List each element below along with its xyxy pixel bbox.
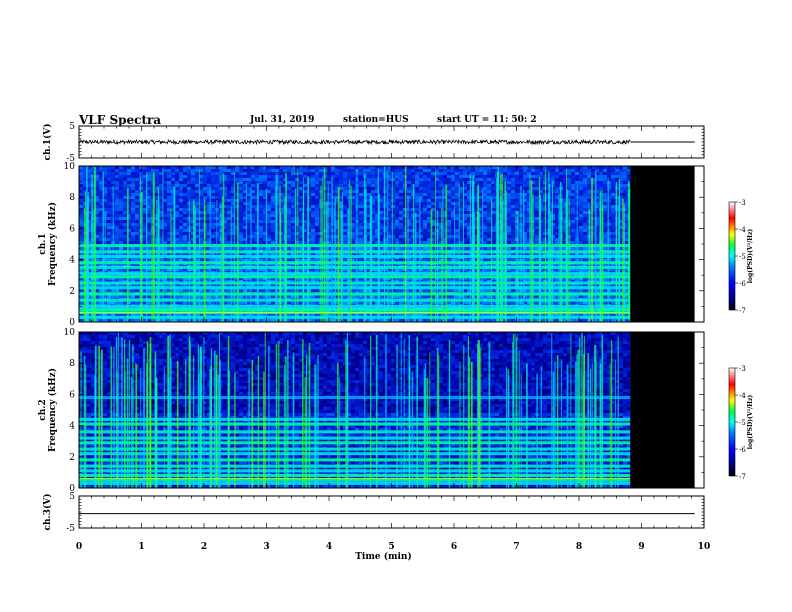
- ch1-spectrogram-colorbar-tick-label: -7: [739, 307, 746, 315]
- ch1-spectrogram-band: [79, 292, 631, 296]
- ch2-spectrogram-colorbar-tick-label: -6: [739, 446, 746, 454]
- ch3-waveform-ytick-label: -5: [66, 524, 75, 534]
- x-tick-label: 6: [451, 542, 457, 552]
- ch2-spectrogram-ytick-label: 4: [69, 422, 75, 432]
- ch1-spectrogram-ytick-label: 2: [69, 287, 75, 297]
- x-tick-label: 5: [388, 542, 394, 552]
- ch1-spectrogram-texture: [79, 166, 631, 322]
- ch1-spectrogram-band: [79, 308, 631, 312]
- ch2-spectrogram-colorbar-tick-label: -7: [739, 473, 746, 481]
- ch1-spectrogram-no-data: [630, 166, 695, 322]
- ch1-waveform-ylabel: ch.1(V): [42, 124, 53, 161]
- ch2-spectrogram-band: [79, 458, 631, 462]
- ch2-spectrogram-band: [79, 417, 631, 421]
- ch2-spectrogram-band: [79, 464, 631, 468]
- ch1-spectrogram-ytick-label: 6: [69, 224, 75, 234]
- ch2-spectrogram-ytick-label: 6: [69, 390, 75, 400]
- ch1-spectrogram-band: [79, 281, 631, 285]
- ch2-spectrogram-band: [79, 441, 631, 445]
- ch1-spectrogram-band: [79, 304, 631, 308]
- ch1-spectrogram-colorbar-tick-label: -6: [739, 280, 746, 288]
- ch1-spectrogram-colorbar-tick-label: -4: [739, 226, 746, 234]
- ch1-spectrogram-colorbar: -3 -4 -5 -6 -7 log(PSD)(V²/Hz): [728, 199, 754, 315]
- ch1-spectrogram-ytick-label: 4: [69, 256, 75, 266]
- ch1-spectrogram-band: [79, 244, 631, 248]
- ch3-waveform-panel: 5 -5 ch.3(V) 0 1 2 3 4 5 6 7 8 9 10 Time (min): [42, 492, 710, 562]
- ch2-spectrogram-band: [79, 422, 631, 426]
- ch1-waveform-ytick-label: -5: [66, 154, 75, 164]
- ch1-spectrogram-colorbar-tick-label: -5: [739, 253, 746, 261]
- x-tick-label: 3: [263, 542, 269, 552]
- ch1-waveform-ytick-label: 5: [69, 122, 75, 132]
- ch1-spectrogram-band: [79, 315, 631, 319]
- ch2-spectrogram-ytick-label: 8: [69, 359, 75, 369]
- ch1-spectrogram-colorbar-scale: [728, 201, 736, 311]
- x-tick-label: 10: [698, 542, 711, 552]
- x-tick-label: 2: [201, 542, 207, 552]
- station-label: station=HUS: [343, 115, 409, 125]
- ch3-waveform-ylabel: ch.3(V): [42, 494, 53, 531]
- x-axis-label: Time (min): [355, 551, 412, 562]
- ch2-spectrogram-ylabel: Frequency (kHz): [47, 368, 58, 452]
- x-tick-label: 9: [638, 542, 644, 552]
- ch1-spectrogram-ylabel: ch.1: [38, 233, 48, 254]
- ch2-spectrogram-colorbar-tick-label: -3: [739, 365, 746, 373]
- ch1-waveform-trace: [78, 138, 631, 146]
- ch2-spectrogram-panel: 0 2 4 6 8 10 ch.2 Frequency (kHz) -3 -4 -5 -6 -7 log(…: [38, 328, 754, 494]
- ch2-spectrogram-colorbar-tick-label: -5: [739, 419, 746, 427]
- ch1-spectrogram-ytick-label: 8: [69, 193, 75, 203]
- ch2-spectrogram-band: [79, 452, 631, 456]
- ch2-spectrogram-band: [79, 430, 631, 434]
- ch1-spectrogram-band: [79, 265, 631, 269]
- ch2-spectrogram-ytick-label: 0: [69, 484, 75, 494]
- ch1-spectrogram-colorbar-label: log(PSD)(V²/Hz): [747, 229, 754, 284]
- ch1-spectrogram-colorbar-tick-label: -3: [739, 199, 746, 207]
- ch1-spectrogram-band: [79, 286, 631, 290]
- ch2-spectrogram-colorbar-label: log(PSD)(V²/Hz): [747, 395, 754, 450]
- ch1-waveform-panel: 5 -5 ch.1(V): [42, 122, 705, 164]
- ch1-spectrogram-ytick-label: 0: [69, 318, 75, 328]
- x-tick-label: 4: [326, 542, 332, 552]
- ch2-spectrogram-texture: [79, 332, 631, 488]
- ch2-spectrogram-ytick-label: 2: [69, 453, 75, 463]
- ch2-spectrogram-band: [79, 469, 631, 473]
- date-label: Jul. 31, 2019: [250, 115, 315, 125]
- start-time-label: start UT = 11: 50: 2: [437, 115, 537, 125]
- ch1-spectrogram-band: [79, 250, 631, 254]
- x-tick-label: 7: [513, 542, 519, 552]
- ch2-spectrogram-colorbar-tick-label: -4: [739, 392, 746, 400]
- ch2-spectrogram-colorbar: -3 -4 -5 -6 -7 log(PSD)(V²/Hz): [728, 365, 754, 481]
- ch2-spectrogram-band: [79, 474, 631, 478]
- ch1-spectrogram-band: [79, 275, 631, 279]
- ch3-waveform-ytick-label: 5: [69, 492, 75, 502]
- x-tick-label: 1: [138, 542, 144, 552]
- ch1-spectrogram-band: [79, 254, 631, 258]
- ch1-spectrogram-ytick-label: 10: [64, 162, 76, 172]
- ch1-spectrogram-band: [79, 261, 631, 265]
- ch2-spectrogram-band: [79, 396, 631, 400]
- x-tick-label: 8: [576, 542, 582, 552]
- ch1-spectrogram-panel: 0 2 4 6 8 10 ch.1 Frequency (kHz) -3 -4 -5 -6 -7 log(…: [38, 162, 754, 328]
- ch2-spectrogram-colorbar-scale: [728, 367, 736, 477]
- ch1-spectrogram-band: [79, 272, 631, 276]
- ch2-spectrogram-band: [79, 447, 631, 451]
- ch2-spectrogram-band: [79, 478, 631, 482]
- ch2-spectrogram-no-data: [630, 332, 695, 488]
- x-tick-label: 0: [76, 542, 82, 552]
- ch1-spectrogram-ylabel: Frequency (kHz): [47, 202, 58, 286]
- figure-title: VLF Spectra: [79, 113, 162, 127]
- ch2-spectrogram-ylabel: ch.2: [38, 399, 48, 420]
- ch1-spectrogram-band: [79, 298, 631, 302]
- ch2-spectrogram-ytick-label: 10: [64, 328, 76, 338]
- ch2-spectrogram-band: [79, 436, 631, 440]
- ch2-spectrogram-band: [79, 481, 631, 485]
